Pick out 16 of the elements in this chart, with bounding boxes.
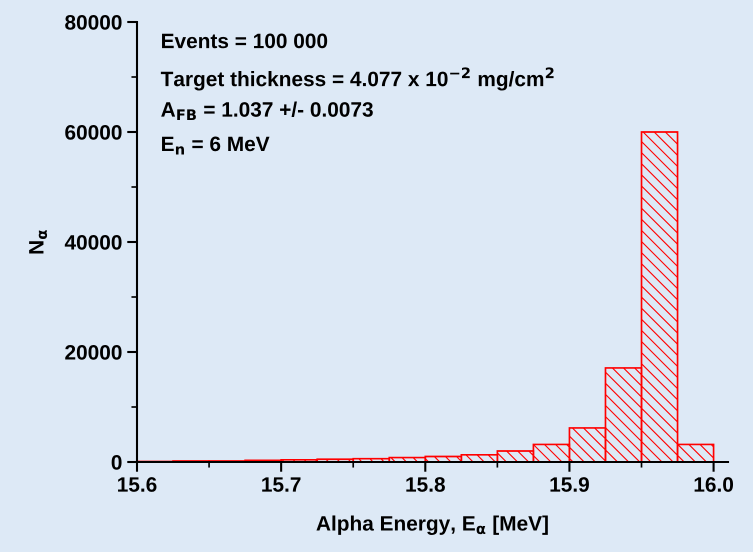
annotation: A$_{FB}$ = 1.037 +/- 0.0073 bbox=[161, 102, 373, 120]
y-tick-label: 60000 bbox=[65, 125, 122, 140]
x-tick-label: 15.7 bbox=[262, 477, 301, 492]
annotation: Target thickness = 4.077 x 10$^{−2}$ mg/cm$^{2}$ bbox=[160, 67, 554, 91]
y-tick-label: 80000 bbox=[65, 15, 122, 30]
annotation: E$_{n}$ = 6 MeV bbox=[162, 136, 270, 154]
y-tick-label: 0 bbox=[112, 455, 122, 470]
y-axis-title: N$_{α}$ bbox=[29, 230, 48, 254]
x-tick-label: 16.0 bbox=[694, 477, 734, 492]
x-tick-label: 15.9 bbox=[550, 477, 589, 492]
y-tick-label: 20000 bbox=[65, 345, 122, 360]
annotation: Events = 100 000 bbox=[162, 34, 328, 48]
x-tick-label: 15.8 bbox=[406, 477, 445, 492]
x-tick-label: 15.6 bbox=[118, 477, 157, 492]
x-axis-title: Alpha Energy, E$_{α}$ [MeV] bbox=[316, 515, 548, 535]
y-tick-label: 40000 bbox=[64, 235, 122, 250]
